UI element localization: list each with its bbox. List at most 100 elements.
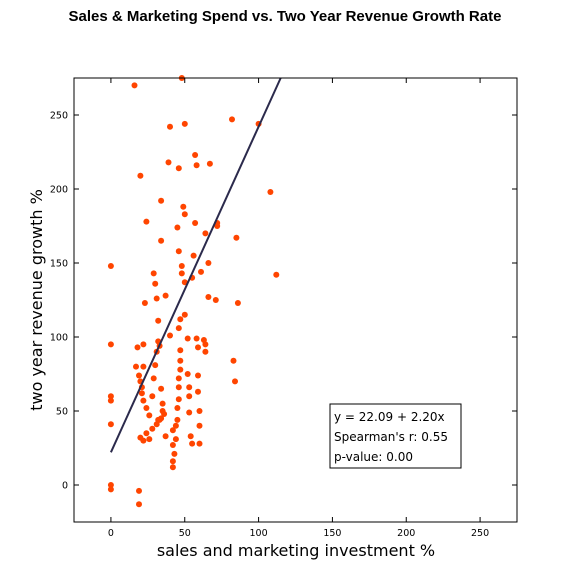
- data-point: [169, 458, 176, 465]
- data-point: [198, 268, 204, 275]
- regression-equation: y = 22.09 + 2.20x: [334, 410, 445, 424]
- data-point: [159, 400, 166, 407]
- data-point: [140, 397, 147, 404]
- data-point: [205, 294, 212, 300]
- data-point: [214, 223, 221, 229]
- data-point: [167, 332, 173, 339]
- data-point: [195, 372, 201, 379]
- data-point: [149, 425, 156, 432]
- data-point: [107, 486, 114, 493]
- data-point: [196, 408, 203, 414]
- data-point: [202, 230, 209, 237]
- data-point: [172, 436, 179, 443]
- data-point: [140, 341, 147, 348]
- data-point: [149, 393, 156, 400]
- axis-ticks: 0 50 100 150 200 250 0 50 100 150 200 250: [50, 78, 517, 539]
- data-point: [158, 385, 165, 392]
- data-point: [174, 416, 181, 423]
- data-point: [212, 297, 219, 303]
- y-tick-label: 200: [50, 185, 68, 196]
- data-point: [195, 388, 201, 395]
- data-point: [141, 300, 148, 306]
- data-point: [174, 405, 181, 411]
- data-point: [137, 172, 144, 179]
- data-point: [202, 341, 209, 348]
- data-point: [187, 433, 194, 440]
- data-point: [169, 427, 176, 434]
- x-axis-label: sales and marketing investment %: [157, 541, 435, 560]
- y-axis-label: two year revenue growth %: [27, 189, 46, 411]
- data-point: [267, 189, 274, 195]
- data-point: [152, 362, 159, 369]
- data-point: [177, 357, 184, 364]
- data-point: [143, 405, 150, 411]
- p-value: p-value: 0.00: [334, 450, 413, 464]
- data-point: [146, 436, 153, 443]
- data-point: [161, 411, 168, 417]
- data-point: [167, 123, 173, 130]
- data-point: [107, 397, 114, 404]
- stats-box: y = 22.09 + 2.20x Spearman's r: 0.55 p-v…: [329, 403, 462, 469]
- data-point: [158, 237, 165, 244]
- data-point: [138, 390, 145, 397]
- data-point: [229, 116, 235, 123]
- data-point: [186, 384, 193, 391]
- data-point: [155, 317, 162, 324]
- data-point: [234, 300, 241, 306]
- data-point: [178, 270, 185, 277]
- data-point: [169, 464, 176, 471]
- data-point: [140, 437, 147, 444]
- data-point: [195, 344, 201, 351]
- data-point: [184, 371, 191, 377]
- data-point: [175, 396, 182, 403]
- y-tick-label: 250: [50, 111, 68, 122]
- data-point: [177, 316, 184, 323]
- data-point: [136, 501, 142, 508]
- data-point: [190, 252, 197, 259]
- data-point: [153, 295, 160, 302]
- data-point: [162, 433, 169, 440]
- data-point: [193, 162, 200, 169]
- data-point: [196, 422, 203, 429]
- data-point: [175, 165, 182, 172]
- data-point: [107, 341, 114, 348]
- data-point: [134, 344, 141, 351]
- data-point: [186, 409, 193, 416]
- data-point: [136, 372, 142, 379]
- data-point: [230, 357, 237, 364]
- data-point: [107, 482, 114, 488]
- x-tick-label: 50: [179, 528, 191, 539]
- y-tick-label: 0: [62, 481, 68, 492]
- chart-title: Sales & Marketing Spend vs. Two Year Rev…: [68, 8, 502, 25]
- x-tick-label: 250: [471, 528, 489, 539]
- data-point: [181, 120, 188, 127]
- data-point: [143, 218, 150, 225]
- data-point: [150, 375, 157, 382]
- data-point: [136, 487, 142, 494]
- data-point: [172, 422, 179, 429]
- data-point: [107, 263, 114, 269]
- data-point: [181, 311, 188, 318]
- data-point: [177, 347, 184, 354]
- plot-marks: [107, 75, 282, 508]
- data-point: [186, 393, 193, 400]
- data-point: [146, 412, 153, 419]
- data-point: [165, 159, 172, 166]
- data-point: [232, 378, 238, 385]
- data-point: [175, 384, 182, 391]
- data-point: [175, 248, 182, 255]
- y-tick-label: 150: [50, 259, 68, 270]
- regression-line: [110, 77, 282, 453]
- data-point: [178, 263, 185, 269]
- data-point: [177, 366, 184, 373]
- x-tick-label: 0: [108, 528, 114, 539]
- y-tick-label: 50: [56, 407, 68, 418]
- data-point: [193, 335, 200, 342]
- data-point: [131, 82, 138, 89]
- data-point: [273, 271, 280, 278]
- x-tick-label: 100: [250, 528, 268, 539]
- data-point: [143, 430, 150, 437]
- data-point: [192, 220, 199, 226]
- data-point: [175, 375, 182, 382]
